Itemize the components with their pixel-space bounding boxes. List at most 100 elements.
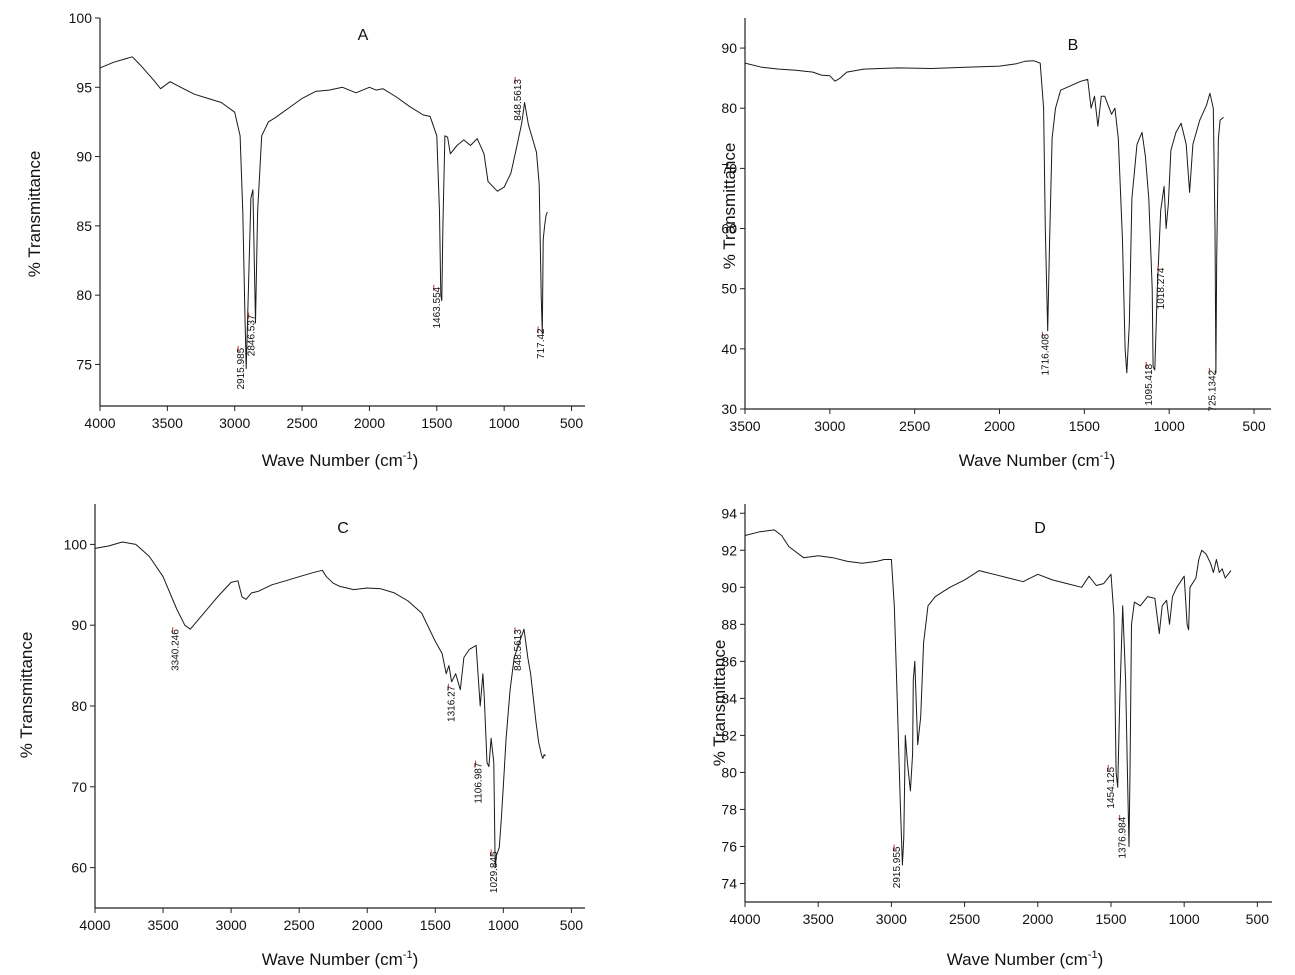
peak-label: 848.5613: [513, 629, 524, 671]
x-tick-label: 3000: [216, 917, 247, 933]
peak-label: 2915.955: [892, 846, 903, 888]
x-axis-label: Wave Number (cm-1): [262, 949, 419, 969]
x-tick-label: 3500: [803, 911, 834, 927]
chart-title: B: [1068, 37, 1079, 54]
y-tick-label: 92: [721, 542, 737, 558]
spectrum-line: [94, 541, 546, 869]
y-tick-label: 80: [71, 698, 87, 714]
x-tick-label: 500: [1242, 418, 1266, 434]
spectrum-line: [99, 56, 548, 370]
y-tick-label: 60: [71, 860, 87, 876]
x-tick-label: 1000: [489, 415, 520, 431]
peak-label: 1106.987: [474, 762, 485, 803]
x-tick-label: 4000: [79, 917, 110, 933]
peak-label: 848.5613: [513, 79, 524, 121]
y-axis-label: % Transmittance: [710, 640, 729, 767]
x-tick-label: 4000: [84, 415, 115, 431]
x-tick-label: 3500: [147, 917, 178, 933]
y-tick-label: 86: [721, 653, 737, 669]
chart-panel-a: A % Transmittance Wave Number (cm-1) 400…: [25, 10, 585, 470]
x-axis-label: Wave Number (cm-1): [959, 450, 1116, 470]
chart-panel-d: D % Transmittance Wave Number (cm-1) 400…: [710, 504, 1272, 969]
y-tick-label: 84: [721, 690, 737, 706]
y-axis-label: % Transmittance: [17, 632, 36, 759]
y-tick-label: 74: [721, 875, 737, 891]
x-tick-label: 2500: [284, 917, 315, 933]
x-tick-label: 2000: [354, 415, 385, 431]
y-tick-label: 100: [69, 10, 93, 26]
peak-label: 2846.537: [247, 314, 258, 356]
spectrum-line: [744, 60, 1224, 374]
y-axis-label: % Transmittance: [25, 151, 44, 278]
peak-label: 1716.408: [1040, 333, 1051, 375]
peak-label: 1095.418: [1144, 363, 1155, 405]
y-tick-label: 40: [721, 341, 737, 357]
chart-title: A: [358, 27, 369, 44]
peak-label: 1454.125: [1106, 766, 1117, 808]
plot-area: 4000 3500 3000 2500 2000 1500 1000 500 74 76 78 80 8…: [721, 504, 1272, 927]
peak-label: 2915.985: [236, 347, 247, 389]
y-tick-label: 85: [76, 218, 92, 234]
x-tick-label: 3000: [814, 418, 845, 434]
y-tick-label: 70: [721, 160, 737, 176]
peak-label: 725.1342: [1207, 369, 1218, 411]
y-tick-label: 80: [721, 764, 737, 780]
x-tick-label: 2500: [899, 418, 930, 434]
plot-area: 4000 3500 3000 2500 2000 1500 1000 500 60 70 80 90 1…: [64, 504, 585, 933]
x-tick-label: 4000: [729, 911, 760, 927]
x-tick-label: 3500: [729, 418, 760, 434]
x-tick-label: 1500: [420, 917, 451, 933]
y-tick-label: 60: [721, 221, 737, 237]
x-tick-label: 1000: [1154, 418, 1185, 434]
x-tick-label: 2000: [352, 917, 383, 933]
peak-label: 3340.246: [171, 629, 182, 671]
y-tick-label: 90: [71, 617, 87, 633]
y-tick-label: 76: [721, 838, 737, 854]
x-tick-label: 500: [560, 917, 584, 933]
y-tick-label: 70: [71, 779, 87, 795]
x-tick-label: 3500: [152, 415, 183, 431]
chart-title: C: [337, 520, 349, 537]
x-tick-label: 3000: [219, 415, 250, 431]
y-tick-label: 80: [721, 100, 737, 116]
y-tick-label: 94: [721, 505, 737, 521]
y-tick-label: 75: [76, 356, 92, 372]
y-tick-label: 30: [721, 401, 737, 417]
peak-label: 717.42: [536, 328, 547, 359]
y-tick-label: 88: [721, 616, 737, 632]
x-tick-label: 2500: [287, 415, 318, 431]
x-tick-label: 500: [560, 415, 584, 431]
x-tick-label: 2000: [1022, 911, 1053, 927]
x-tick-label: 2000: [984, 418, 1015, 434]
x-tick-label: 3000: [876, 911, 907, 927]
y-tick-label: 50: [721, 281, 737, 297]
x-tick-label: 1500: [1069, 418, 1100, 434]
y-tick-label: 90: [721, 579, 737, 595]
x-tick-label: 1000: [488, 917, 519, 933]
x-tick-label: 2500: [949, 911, 980, 927]
spectrum-line: [744, 529, 1232, 866]
y-tick-label: 78: [721, 801, 737, 817]
peak-label: 1029.845: [489, 851, 500, 893]
y-tick-label: 90: [76, 149, 92, 165]
x-tick-label: 1500: [421, 415, 452, 431]
peak-label: 1463.554: [432, 286, 443, 328]
y-tick-label: 80: [76, 287, 92, 303]
plot-area: 3500 3000 2500 2000 1500 1000 500 30 40 50 60 70 80 9…: [721, 18, 1271, 434]
x-tick-label: 1000: [1169, 911, 1200, 927]
x-tick-label: 1500: [1095, 911, 1126, 927]
chart-panel-c: C % Transmittance Wave Number (cm-1) 400…: [17, 504, 585, 969]
y-tick-label: 95: [76, 79, 92, 95]
x-axis-label: Wave Number (cm-1): [947, 949, 1104, 969]
chart-panel-b: B % Transmittance Wave Number (cm-1) 350…: [720, 18, 1271, 470]
chart-title: D: [1034, 520, 1046, 537]
x-axis-label: Wave Number (cm-1): [262, 450, 419, 470]
y-axis-label: % Transmittance: [720, 143, 739, 270]
peak-label: 1316.27: [446, 685, 457, 722]
plot-area: 4000 3500 3000 2500 2000 1500 1000 500 75 80 85 90 9…: [69, 10, 585, 431]
y-tick-label: 82: [721, 727, 737, 743]
x-tick-label: 500: [1246, 911, 1270, 927]
peak-label: 1376.984: [1118, 816, 1129, 858]
peak-label: 1018.274: [1156, 267, 1167, 309]
y-tick-label: 100: [64, 536, 88, 552]
